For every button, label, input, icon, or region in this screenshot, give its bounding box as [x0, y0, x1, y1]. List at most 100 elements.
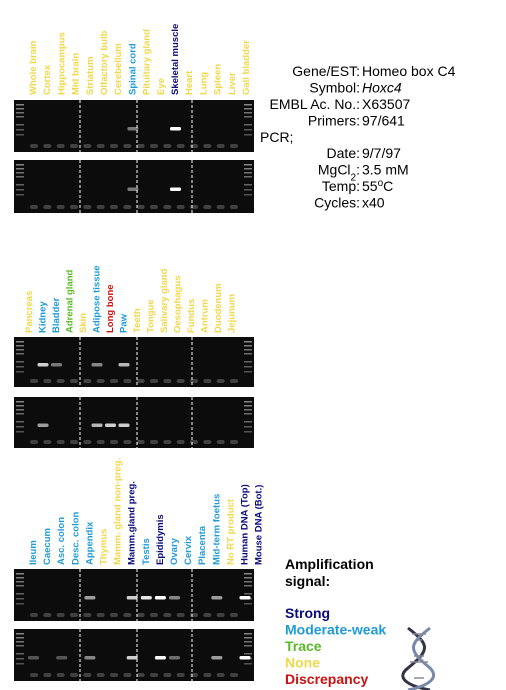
tissue-label: Adrenal gland [65, 269, 76, 333]
ladder-band [16, 172, 24, 174]
primer-dimer [43, 440, 52, 444]
ladder-band [16, 633, 24, 635]
primer-dimer [163, 613, 172, 617]
ladder-band [16, 371, 24, 373]
ladder-band [16, 641, 24, 643]
ladder-band [244, 176, 252, 178]
primer-dimer [216, 379, 225, 383]
tissue-label: Cervix [183, 535, 194, 565]
primer-dimer [136, 673, 145, 677]
ladder-band [16, 104, 24, 106]
ladder-band [16, 366, 24, 368]
tissue-label: Human DNA (Top) [240, 484, 251, 565]
ladder-band [244, 421, 252, 423]
ladder-band [244, 134, 252, 136]
primer-dimer [176, 440, 185, 444]
info-label: Symbol: [309, 80, 360, 96]
gel [14, 100, 254, 152]
primer-dimer [150, 379, 158, 383]
gel [14, 397, 254, 448]
ladder-band [244, 645, 252, 647]
primer-dimer [96, 205, 105, 209]
primer-dimer [136, 613, 145, 617]
pcr-band [37, 363, 49, 367]
legend-item: Strong [285, 605, 330, 621]
gel-image [14, 397, 254, 448]
primer-dimer [203, 379, 212, 383]
primer-dimer [203, 673, 212, 677]
pcr-band [154, 656, 166, 660]
ladder-band [244, 349, 252, 351]
primer-dimer [136, 379, 145, 383]
ladder-band [244, 573, 252, 575]
pcr-band [28, 656, 39, 660]
ladder-band [16, 658, 24, 660]
primer-dimer [83, 205, 92, 209]
ladder-band [244, 401, 252, 403]
tissue-label: Jejunum [227, 294, 238, 333]
ladder-band [16, 603, 24, 605]
ladder-band [244, 194, 252, 196]
ladder-band [244, 108, 252, 110]
ladder-band [16, 129, 24, 131]
primer-dimer [176, 205, 185, 209]
info-label: EMBL Ac. No.: [269, 96, 360, 112]
primer-dimer [190, 440, 198, 444]
primer-dimer [30, 205, 38, 209]
primer-dimer [30, 144, 38, 148]
primer-dimer [83, 379, 92, 383]
ladder-band [244, 164, 252, 166]
ladder-band [244, 353, 252, 355]
ladder-band [16, 341, 24, 343]
pcr-band [239, 656, 251, 660]
pcr-band [105, 423, 116, 428]
gel [14, 160, 254, 213]
tissue-label: Long bone [105, 284, 116, 333]
ladder-band [16, 653, 24, 655]
primer-dimer [70, 144, 78, 148]
tissue-label: Skin [78, 313, 89, 333]
ladder-band [244, 104, 252, 106]
primer-dimer [56, 205, 65, 209]
ladder-band [244, 409, 252, 411]
ladder-band [244, 112, 252, 114]
pcr-band [37, 423, 49, 428]
ladder-band [244, 581, 252, 583]
tissue-label: Salivary gland [159, 268, 170, 333]
ladder-band [16, 585, 24, 587]
tissue-label: Fundus [186, 299, 197, 333]
info-label: Gene/EST: [292, 63, 360, 79]
primer-dimer [43, 673, 52, 677]
legend-item: Discrepancy [285, 671, 368, 687]
info-label: Cycles: [314, 195, 360, 211]
tissue-label: Antrum [200, 299, 211, 333]
ladder-band [244, 168, 252, 170]
info-label: Primers: [308, 113, 360, 129]
primer-dimer [150, 673, 158, 677]
primer-dimer [163, 673, 172, 677]
primer-dimer [230, 673, 238, 677]
primer-dimer [123, 613, 132, 617]
ladder-band [244, 653, 252, 655]
primer-dimer [136, 440, 145, 444]
gel [14, 337, 254, 387]
ladder-band [244, 405, 252, 407]
tissue-label: Mamm. gland non-preg. [113, 458, 124, 565]
primer-dimer [30, 440, 38, 444]
pcr-band [127, 127, 139, 131]
ladder-band [16, 176, 24, 178]
primer-dimer [70, 673, 78, 677]
ladder-band [16, 353, 24, 355]
ladder-band [244, 585, 252, 587]
primer-dimer [216, 673, 225, 677]
primer-dimer [110, 673, 118, 677]
primer-dimer [230, 379, 238, 383]
ladder-band [244, 189, 252, 191]
primer-dimer [136, 144, 145, 148]
primer-dimer [83, 144, 92, 148]
primer-dimer [43, 379, 52, 383]
primer-dimer [216, 144, 225, 148]
primer-dimer [56, 379, 65, 383]
pcr-band [126, 656, 138, 660]
